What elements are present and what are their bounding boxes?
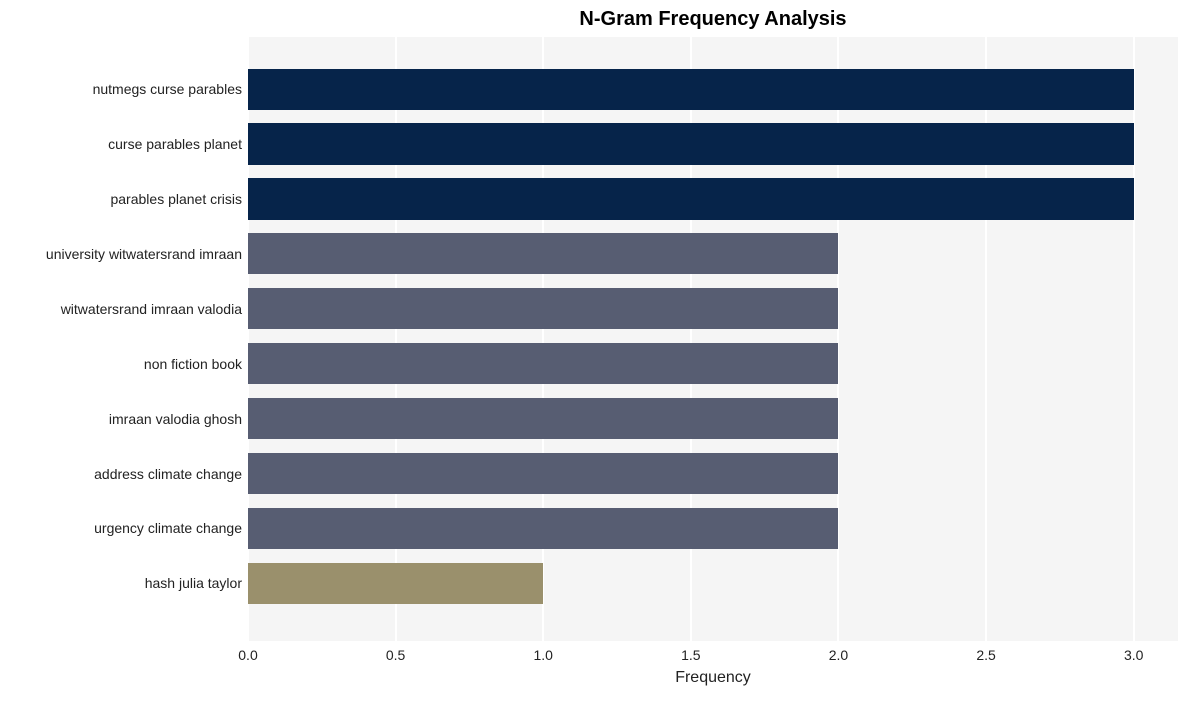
bar xyxy=(248,343,838,384)
bar xyxy=(248,69,1134,110)
bar-row xyxy=(248,69,1178,110)
x-tick-label: 2.5 xyxy=(976,641,995,663)
bar-row xyxy=(248,343,1178,384)
y-tick-label: nutmegs curse parables xyxy=(93,81,248,97)
bar-row xyxy=(248,288,1178,329)
bar xyxy=(248,563,543,604)
bar-row xyxy=(248,453,1178,494)
x-tick-label: 0.0 xyxy=(238,641,257,663)
bar-row xyxy=(248,178,1178,219)
y-tick-label: urgency climate change xyxy=(94,520,248,536)
bar-row xyxy=(248,233,1178,274)
bar xyxy=(248,398,838,439)
bar xyxy=(248,453,838,494)
y-tick-label: parables planet crisis xyxy=(110,191,248,207)
chart-title: N-Gram Frequency Analysis xyxy=(579,8,846,31)
x-tick-label: 0.5 xyxy=(386,641,405,663)
y-tick-label: university witwatersrand imraan xyxy=(46,246,248,262)
x-tick-label: 3.0 xyxy=(1124,641,1143,663)
y-tick-label: address climate change xyxy=(94,466,248,482)
bar xyxy=(248,123,1134,164)
x-tick-label: 1.0 xyxy=(534,641,553,663)
bar-row xyxy=(248,508,1178,549)
x-tick-label: 2.0 xyxy=(829,641,848,663)
bar xyxy=(248,288,838,329)
bar xyxy=(248,178,1134,219)
y-tick-label: non fiction book xyxy=(144,356,248,372)
plot-area: Frequency 0.00.51.01.52.02.53.0nutmegs c… xyxy=(248,37,1178,641)
bar-row xyxy=(248,123,1178,164)
y-tick-label: hash julia taylor xyxy=(145,575,248,591)
bar xyxy=(248,233,838,274)
x-tick-label: 1.5 xyxy=(681,641,700,663)
bar xyxy=(248,508,838,549)
y-tick-label: imraan valodia ghosh xyxy=(109,411,248,427)
y-tick-label: curse parables planet xyxy=(108,136,248,152)
x-axis-label: Frequency xyxy=(675,669,751,687)
bars-layer xyxy=(248,37,1178,641)
bar-row xyxy=(248,563,1178,604)
y-tick-label: witwatersrand imraan valodia xyxy=(61,301,248,317)
bar-row xyxy=(248,398,1178,439)
ngram-frequency-chart: N-Gram Frequency Analysis Frequency 0.00… xyxy=(0,0,1188,701)
